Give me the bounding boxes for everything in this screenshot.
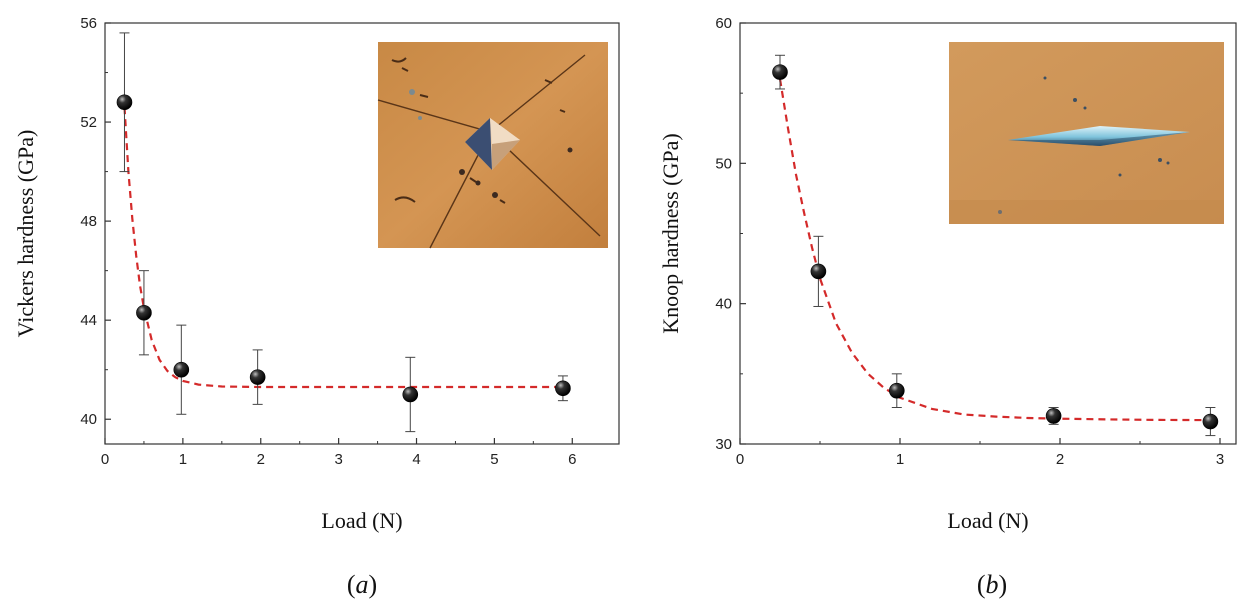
inset-vickers-indent-micrograph (377, 42, 608, 249)
data-point-a-1 (136, 304, 152, 321)
x-tick-label-a-6: 6 (568, 451, 576, 468)
x-tick-label-a-3: 3 (334, 451, 342, 468)
x-tick-label-b-1: 1 (896, 451, 904, 468)
y-axis-title-a: Vickers hardness (GPa) (13, 130, 38, 338)
x-tick-label-a-0: 0 (101, 451, 109, 468)
chart-panel-a (104, 22, 620, 445)
fit-curve-b (778, 78, 1211, 422)
data-point-a-2 (173, 361, 190, 378)
y-tick-label-a-0: 40 (80, 411, 97, 428)
panel-label-b: (b) (977, 570, 1007, 599)
y-tick-label-a-1: 44 (80, 312, 97, 329)
data-point-b-4 (1202, 413, 1219, 430)
data-point-a-4 (402, 386, 419, 403)
data-point-b-0 (772, 64, 788, 80)
data-point-a-3 (249, 369, 266, 385)
y-tick-label-b-1: 40 (715, 296, 732, 313)
x-tick-label-a-1: 1 (179, 451, 187, 468)
data-point-a-0 (116, 94, 133, 111)
data-point-b-3 (1045, 408, 1062, 424)
y-tick-label-b-0: 30 (715, 436, 732, 453)
data-point-b-1 (810, 263, 827, 280)
plot-frame-a (104, 22, 620, 445)
panel-label-a: (a) (347, 570, 377, 599)
y-axis-title-b: Knoop hardness (GPa) (658, 133, 683, 333)
data-point-b-2 (888, 382, 905, 399)
fit-curve-a (123, 107, 563, 389)
x-tick-label-a-4: 4 (412, 451, 420, 468)
chart-panel-b (739, 22, 1237, 445)
x-tick-label-b-3: 3 (1216, 451, 1224, 468)
x-tick-label-b-0: 0 (736, 451, 744, 468)
y-tick-label-b-3: 60 (715, 15, 732, 32)
x-tick-label-b-2: 2 (1056, 451, 1064, 468)
y-tick-label-a-3: 52 (80, 114, 97, 131)
x-tick-label-a-5: 5 (490, 451, 498, 468)
x-tick-label-a-2: 2 (257, 451, 265, 468)
x-axis-title-a: Load (N) (321, 508, 402, 533)
inset-knoop-indent-micrograph (949, 42, 1224, 224)
x-axis-title-b: Load (N) (947, 508, 1028, 533)
y-tick-label-a-4: 56 (80, 15, 97, 32)
y-tick-label-b-2: 50 (715, 155, 732, 172)
y-tick-label-a-2: 48 (80, 213, 97, 230)
data-point-a-5 (555, 380, 571, 397)
